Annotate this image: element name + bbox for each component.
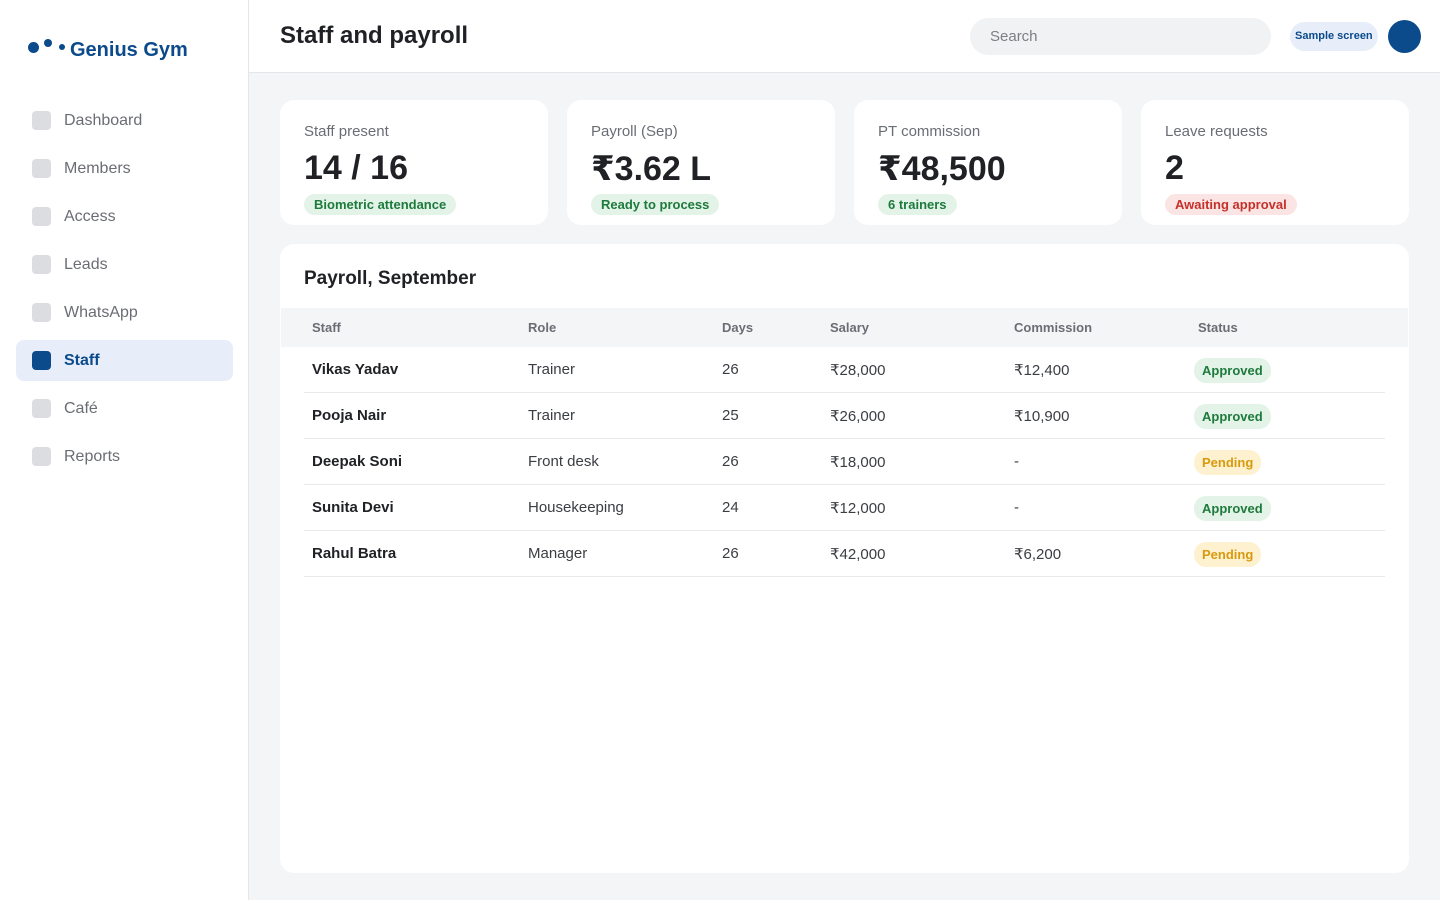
cell-salary: ₹12,000 <box>830 500 886 517</box>
search-input[interactable] <box>970 18 1271 55</box>
status-badge: Approved <box>1194 496 1271 521</box>
table-row[interactable]: Rahul Batra Manager 26 ₹42,000 ₹6,200 Pe… <box>304 531 1385 577</box>
cell-role: Manager <box>528 545 588 562</box>
cell-staff: Rahul Batra <box>312 545 397 562</box>
sidebar-item-staff[interactable]: Staff <box>16 340 233 381</box>
table-row[interactable]: Vikas Yadav Trainer 26 ₹28,000 ₹12,400 A… <box>304 347 1385 393</box>
sidebar-item-label: WhatsApp <box>64 303 138 321</box>
sidebar-item-leads[interactable]: Leads <box>16 244 233 285</box>
sidebar-item-label: Leads <box>64 255 108 273</box>
stat-label: PT commission <box>878 123 981 140</box>
brand-name: Genius Gym <box>70 39 188 61</box>
cell-days: 26 <box>722 361 739 378</box>
brand-logo[interactable]: Genius Gym <box>28 30 188 70</box>
reports-icon <box>32 447 51 466</box>
cell-staff: Vikas Yadav <box>312 361 399 378</box>
sidebar-item-label: Access <box>64 207 116 225</box>
column-header-role[interactable]: Role <box>528 320 557 335</box>
stat-card-payroll: Payroll (Sep) ₹3.62 L Ready to process <box>567 100 835 225</box>
cell-commission: - <box>1014 453 1019 470</box>
cell-staff: Sunita Devi <box>312 499 394 516</box>
user-avatar[interactable] <box>1388 20 1421 53</box>
sidebar-item-members[interactable]: Members <box>16 148 233 189</box>
stat-label: Leave requests <box>1165 123 1268 140</box>
cell-days: 24 <box>722 499 739 516</box>
column-header-days[interactable]: Days <box>722 320 754 335</box>
sidebar-item-label: Members <box>64 159 131 177</box>
column-header-status[interactable]: Status <box>1198 320 1238 335</box>
cafe-icon <box>32 399 51 418</box>
top-bar: Staff and payroll Sample screen <box>249 0 1440 73</box>
cell-role: Trainer <box>528 407 575 424</box>
cell-days: 26 <box>722 545 739 562</box>
dashboard-icon <box>32 111 51 130</box>
cell-days: 25 <box>722 407 739 424</box>
column-header-staff[interactable]: Staff <box>312 320 341 335</box>
stat-card-pt-commission: PT commission ₹48,500 6 trainers <box>854 100 1122 225</box>
sample-screen-badge: Sample screen <box>1290 22 1378 51</box>
sidebar-item-label: Reports <box>64 447 121 465</box>
sidebar-item-access[interactable]: Access <box>16 196 233 237</box>
sidebar-item-dashboard[interactable]: Dashboard <box>16 100 233 141</box>
cell-staff: Deepak Soni <box>312 453 403 470</box>
sidebar-item-label: Staff <box>64 351 100 369</box>
sidebar-item-label: Café <box>64 399 98 417</box>
status-badge: Approved <box>1194 404 1271 429</box>
sidebar: Genius Gym Dashboard Members Access Lead… <box>0 0 249 900</box>
status-badge: Approved <box>1194 358 1271 383</box>
stat-value: 14 / 16 <box>304 149 408 187</box>
stat-value: 2 <box>1165 149 1184 187</box>
cell-commission: - <box>1014 499 1019 516</box>
stat-card-staff-present: Staff present 14 / 16 Biometric attendan… <box>280 100 548 225</box>
cell-role: Housekeeping <box>528 499 624 516</box>
cell-days: 26 <box>722 453 739 470</box>
stat-card-leave-requests: Leave requests 2 Awaiting approval <box>1141 100 1409 225</box>
cell-salary: ₹42,000 <box>830 546 886 563</box>
cell-salary: ₹18,000 <box>830 454 886 471</box>
status-badge: Pending <box>1194 450 1262 475</box>
leads-icon <box>32 255 51 274</box>
cell-role: Front desk <box>528 453 599 470</box>
payroll-panel: Payroll, September Staff Role Days Salar… <box>280 244 1409 873</box>
sidebar-item-reports[interactable]: Reports <box>16 436 233 477</box>
cell-commission: ₹10,900 <box>1014 408 1070 425</box>
staff-icon <box>32 351 51 370</box>
page-title: Staff and payroll <box>280 22 469 49</box>
table-row[interactable]: Deepak Soni Front desk 26 ₹18,000 - Pend… <box>304 439 1385 485</box>
cell-salary: ₹26,000 <box>830 408 886 425</box>
sidebar-item-label: Dashboard <box>64 111 143 129</box>
table-row[interactable]: Pooja Nair Trainer 25 ₹26,000 ₹10,900 Ap… <box>304 393 1385 439</box>
sidebar-item-cafe[interactable]: Café <box>16 388 233 429</box>
status-badge: Pending <box>1194 542 1262 567</box>
access-icon <box>32 207 51 226</box>
cell-salary: ₹28,000 <box>830 362 886 379</box>
stat-badge: Biometric attendance <box>304 194 457 215</box>
stat-value: ₹48,500 <box>878 150 1006 188</box>
table-row[interactable]: Sunita Devi Housekeeping 24 ₹12,000 - Ap… <box>304 485 1385 531</box>
members-icon <box>32 159 51 178</box>
table-header: Staff Role Days Salary Commission Status <box>281 308 1408 347</box>
stat-label: Staff present <box>304 123 389 140</box>
cell-staff: Pooja Nair <box>312 407 387 424</box>
stat-value: ₹3.62 L <box>591 150 712 188</box>
stat-badge: Ready to process <box>591 194 720 215</box>
stat-label: Payroll (Sep) <box>591 123 678 140</box>
table-body: Vikas Yadav Trainer 26 ₹28,000 ₹12,400 A… <box>304 347 1385 577</box>
whatsapp-icon <box>32 303 51 322</box>
panel-title: Payroll, September <box>304 268 477 289</box>
cell-commission: ₹12,400 <box>1014 362 1070 379</box>
cell-commission: ₹6,200 <box>1014 546 1062 563</box>
column-header-salary[interactable]: Salary <box>830 320 870 335</box>
logo-dots-icon <box>28 38 68 62</box>
cell-role: Trainer <box>528 361 575 378</box>
sidebar-nav: Dashboard Members Access Leads WhatsApp … <box>16 100 233 484</box>
column-header-commission[interactable]: Commission <box>1014 320 1093 335</box>
stat-badge: Awaiting approval <box>1165 194 1297 215</box>
stat-badge: 6 trainers <box>878 194 957 215</box>
sidebar-item-whatsapp[interactable]: WhatsApp <box>16 292 233 333</box>
